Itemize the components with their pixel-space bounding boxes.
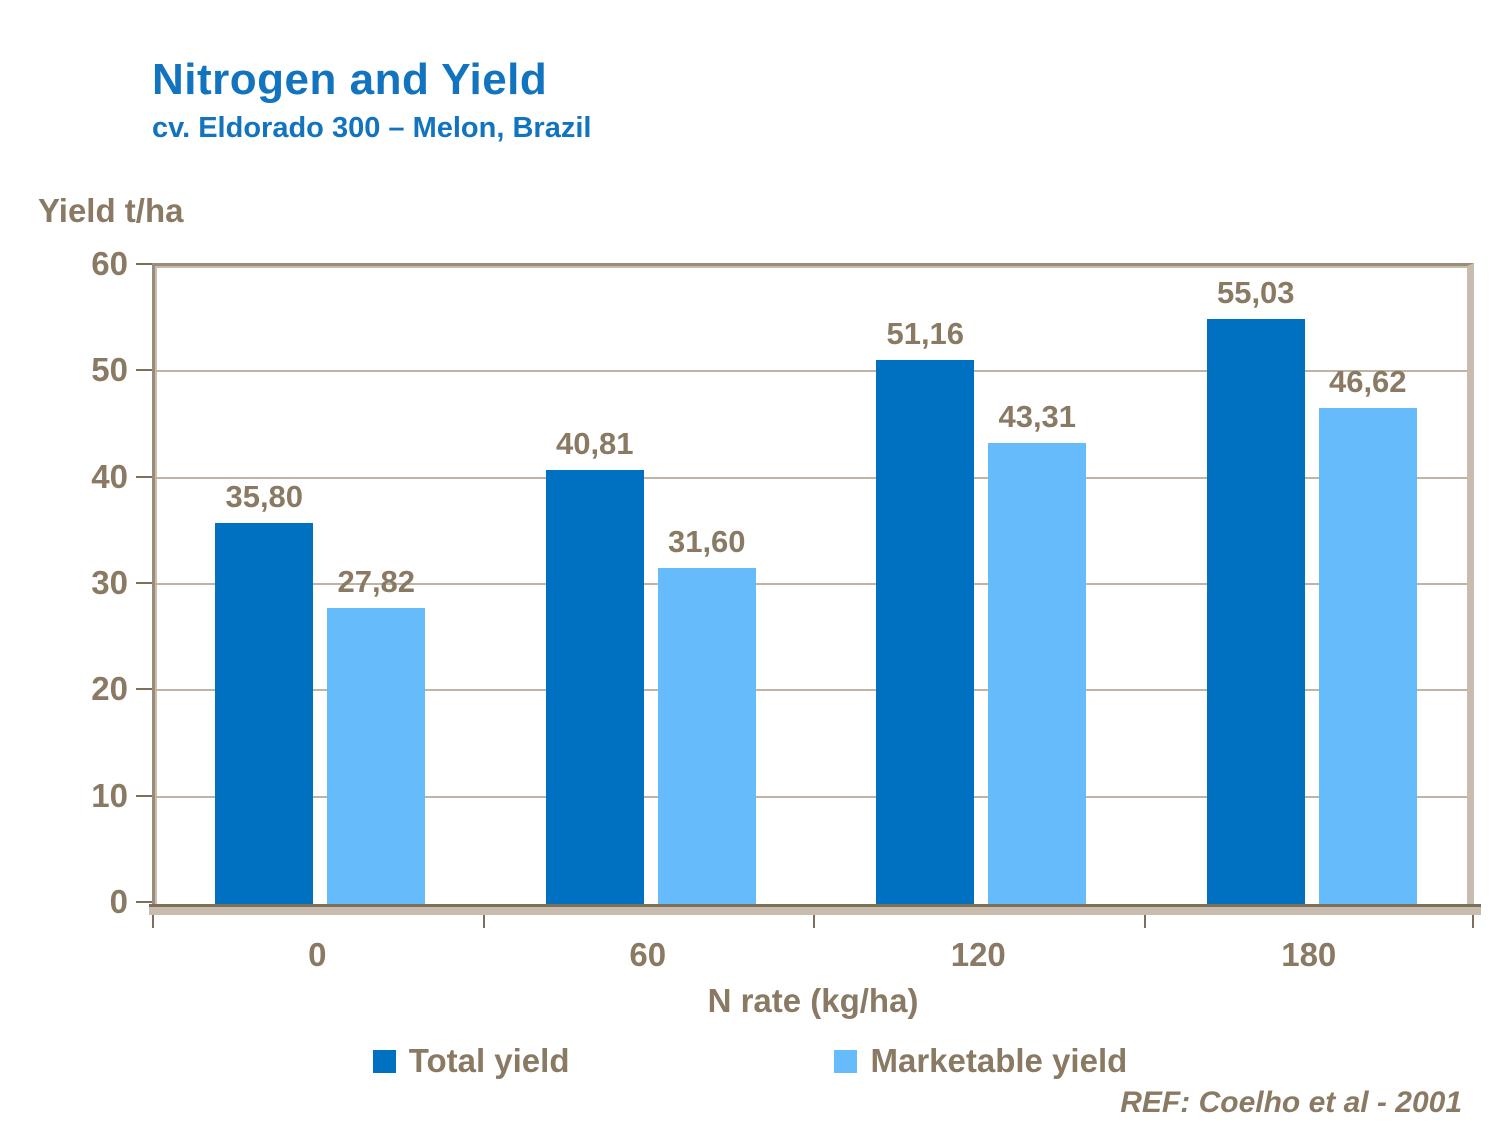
bar-value-label-marketable-yield-60: 31,60	[667, 524, 746, 559]
x-tick-0	[152, 915, 154, 928]
y-tick-10	[136, 794, 152, 797]
y-tick-40	[136, 475, 152, 478]
bar-value-label-marketable-yield-180: 46,62	[1328, 364, 1407, 400]
bar-total-yield-0	[215, 523, 314, 904]
bar-value-label-total-yield-0: 35,80	[225, 479, 304, 515]
x-category-label-120: 120	[950, 936, 1006, 973]
x-category-label-60: 60	[629, 936, 667, 973]
y-tick-label-0: 0	[109, 883, 128, 920]
bar-marketable-yield-0	[327, 608, 426, 904]
legend-swatch-icon	[834, 1049, 858, 1073]
reference-note: REF: Coelho et al - 2001	[1120, 1086, 1462, 1119]
gridline-40	[155, 476, 1467, 479]
y-tick-0	[136, 901, 152, 903]
y-tick-label-20: 20	[91, 670, 128, 708]
x-axis-title: N rate (kg/ha)	[707, 982, 919, 1019]
legend-item-marketable-yield: Marketable yield	[834, 1042, 1127, 1080]
x-category-label-180: 180	[1281, 936, 1337, 973]
x-tick-4	[1472, 915, 1474, 928]
bar-marketable-yield-60	[657, 568, 756, 904]
bar-value-label-total-yield-60: 40,81	[555, 426, 634, 462]
y-tick-label-30: 30	[91, 564, 128, 601]
gridline-50	[155, 370, 1467, 373]
x-tick-2	[813, 915, 815, 928]
y-tick-label-40: 40	[91, 457, 128, 495]
legend-label: Total yield	[408, 1042, 570, 1079]
plot-area: 35,80 27,82 40,81 31,60 51,16 43,31 55,03 46,62	[152, 263, 1474, 904]
gridline-10	[155, 795, 1467, 798]
legend-item-total-yield: Total yield	[372, 1042, 570, 1080]
legend-swatch-icon	[372, 1049, 396, 1073]
chart-title: Nitrogen and Yield	[152, 55, 548, 104]
bar-total-yield-60	[545, 470, 644, 904]
y-tick-60	[136, 263, 152, 265]
bar-marketable-yield-120	[988, 443, 1087, 904]
y-tick-label-10: 10	[91, 776, 128, 814]
bar-marketable-yield-180	[1318, 408, 1417, 904]
bar-total-yield-180	[1206, 318, 1305, 904]
y-tick-50	[136, 369, 152, 372]
y-tick-label-60: 60	[91, 245, 128, 282]
x-category-label-0: 0	[308, 936, 327, 973]
gridline-30	[155, 583, 1467, 585]
bar-value-label-total-yield-120: 51,16	[886, 316, 965, 351]
x-tick-3	[1143, 915, 1146, 928]
y-axis-title: Yield t/ha	[38, 192, 184, 229]
legend: Total yield Marketable yield	[0, 1042, 1500, 1080]
bar-total-yield-120	[876, 360, 975, 904]
bar-value-label-marketable-yield-120: 43,31	[998, 399, 1077, 435]
gridline-20	[155, 689, 1467, 692]
legend-label: Marketable yield	[870, 1042, 1128, 1079]
x-axis-line	[149, 904, 1481, 915]
y-tick-label-50: 50	[91, 351, 128, 389]
bar-value-label-total-yield-180: 55,03	[1216, 274, 1295, 310]
y-tick-30	[136, 582, 152, 584]
x-tick-1	[482, 915, 485, 928]
bar-value-label-marketable-yield-0: 27,82	[337, 564, 416, 600]
y-tick-20	[136, 688, 152, 691]
chart-subtitle: cv. Eldorado 300 – Melon, Brazil	[152, 112, 592, 144]
